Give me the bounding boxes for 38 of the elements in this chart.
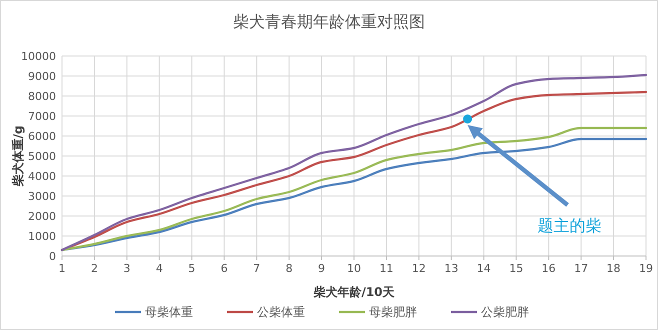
x-tick-label: 17 bbox=[574, 262, 588, 275]
x-tick-label: 5 bbox=[188, 262, 196, 275]
x-tick-label: 3 bbox=[123, 262, 130, 275]
y-tick-label: 10000 bbox=[21, 50, 56, 63]
legend-label: 公柴体重 bbox=[257, 305, 305, 319]
y-tick-label: 1000 bbox=[28, 230, 56, 243]
x-axis-title: 柴犬年龄/10天 bbox=[312, 285, 396, 299]
y-axis-title: 柴犬体重/g bbox=[11, 126, 25, 188]
y-tick-label: 2000 bbox=[28, 210, 56, 223]
y-tick-label: 4000 bbox=[28, 170, 56, 183]
y-tick-label: 3000 bbox=[28, 190, 56, 203]
legend-label: 公柴肥胖 bbox=[481, 305, 529, 319]
legend-label: 母柴体重 bbox=[145, 305, 193, 319]
x-tick-label: 12 bbox=[412, 262, 426, 275]
x-tick-label: 1 bbox=[58, 262, 66, 275]
x-tick-label: 14 bbox=[476, 262, 491, 275]
y-tick-label: 8000 bbox=[28, 90, 56, 103]
annotation: 题主的柴 bbox=[538, 216, 602, 235]
x-tick-label: 16 bbox=[542, 262, 556, 275]
x-tick-label: 9 bbox=[318, 262, 326, 275]
x-tick-label: 4 bbox=[156, 262, 163, 275]
x-tick-label: 7 bbox=[253, 262, 260, 275]
x-tick-label: 11 bbox=[379, 262, 394, 275]
y-tick-label: 9000 bbox=[28, 70, 56, 83]
chart-title: 柴犬青春期年龄体重对照图 bbox=[233, 12, 425, 31]
x-tick-label: 6 bbox=[220, 262, 228, 275]
legend-label: 母柴肥胖 bbox=[369, 305, 417, 319]
x-tick-label: 2 bbox=[90, 262, 98, 275]
y-tick-label: 5000 bbox=[28, 150, 56, 163]
y-tick-label: 7000 bbox=[28, 110, 56, 123]
x-tick-label: 15 bbox=[509, 262, 524, 275]
x-tick-label: 13 bbox=[444, 262, 458, 275]
x-tick-label: 19 bbox=[639, 262, 653, 275]
x-tick-label: 8 bbox=[286, 262, 293, 275]
y-tick-label: 0 bbox=[49, 250, 56, 263]
x-tick-label: 10 bbox=[347, 262, 361, 275]
x-tick-label: 18 bbox=[606, 262, 621, 275]
y-tick-label: 6000 bbox=[28, 130, 56, 143]
